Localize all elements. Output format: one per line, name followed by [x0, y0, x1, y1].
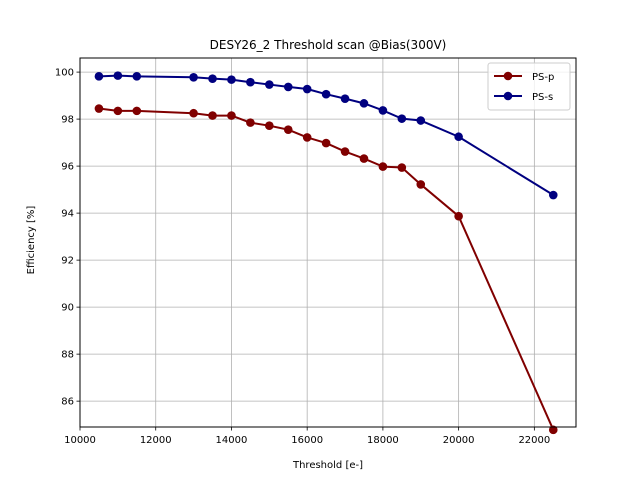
y-tick-label: 94: [61, 209, 74, 220]
x-tick-label: 20000: [443, 435, 475, 446]
data-point-ps-s: [132, 72, 142, 81]
data-point-ps-s: [94, 72, 104, 81]
data-point-ps-p: [208, 111, 217, 120]
legend-box: [487, 62, 571, 111]
y-tick-label: 98: [61, 115, 74, 126]
data-point-ps-s: [397, 114, 407, 123]
legend-swatch-marker: [503, 71, 513, 81]
data-point-ps-p: [416, 180, 426, 189]
data-point-ps-s: [416, 116, 426, 125]
data-point-ps-p: [359, 154, 369, 163]
y-tick-label: 88: [61, 350, 74, 361]
data-point-ps-p: [454, 211, 463, 221]
legend-item-ps-s: PS-s: [494, 91, 553, 103]
data-point-ps-p: [397, 163, 407, 172]
data-point-ps-p: [548, 425, 558, 435]
x-axis: 10000 12000 14000 16000 18000 20000 22000: [64, 427, 550, 446]
series-layer: [94, 71, 558, 435]
data-point-ps-s: [208, 74, 217, 83]
data-point-ps-p: [94, 104, 104, 113]
data-point-ps-s: [378, 106, 388, 115]
data-point-ps-p: [189, 108, 198, 118]
y-tick-label: 90: [61, 303, 74, 314]
x-axis-label: Threshold [e-]: [292, 460, 363, 471]
series-ps-s: [94, 71, 558, 200]
x-tick-label: 22000: [518, 435, 550, 446]
data-point-ps-p: [113, 106, 123, 116]
legend-label: PS-p: [532, 72, 554, 83]
data-point-ps-p: [302, 133, 312, 142]
data-point-ps-p: [227, 111, 236, 120]
data-point-ps-s: [454, 132, 463, 142]
x-tick-label: 18000: [367, 435, 399, 446]
data-point-ps-p: [246, 118, 255, 127]
data-point-ps-s: [227, 75, 236, 84]
data-point-ps-s: [283, 82, 293, 92]
y-axis-label: Efficiency [%]: [26, 206, 37, 275]
legend-item-ps-p: PS-p: [494, 71, 554, 83]
y-tick-label: 92: [61, 256, 74, 267]
data-point-ps-p: [132, 106, 142, 116]
data-point-ps-s: [359, 99, 369, 108]
y-tick-label: 96: [61, 162, 74, 173]
x-tick-label: 14000: [216, 435, 248, 446]
y-tick-label: 86: [61, 397, 74, 408]
data-point-ps-p: [378, 162, 388, 171]
data-point-ps-s: [189, 72, 198, 82]
y-axis: 86 88 90 92 94 96 98 100: [55, 68, 80, 408]
data-point-ps-s: [321, 89, 331, 99]
y-tick-label: 100: [55, 68, 74, 79]
data-point-ps-p: [283, 125, 293, 134]
x-tick-label: 16000: [291, 435, 323, 446]
data-point-ps-s: [113, 71, 123, 80]
x-tick-label: 10000: [64, 435, 96, 446]
plot-frame: [79, 57, 577, 428]
data-point-ps-p: [321, 138, 331, 148]
data-point-ps-p: [265, 121, 274, 130]
legend-swatch-marker: [503, 91, 513, 101]
data-point-ps-s: [265, 80, 274, 89]
data-point-ps-s: [548, 190, 558, 200]
chart-title: DESY26_2 Threshold scan @Bias(300V): [210, 38, 447, 52]
x-tick-label: 12000: [140, 435, 172, 446]
data-point-ps-p: [340, 147, 350, 156]
data-point-ps-s: [340, 94, 350, 103]
legend-label: PS-s: [532, 92, 553, 103]
legend: PS-p PS-s: [487, 62, 571, 111]
data-point-ps-s: [302, 84, 312, 94]
series-ps-p: [94, 104, 558, 435]
data-point-ps-s: [246, 77, 255, 87]
